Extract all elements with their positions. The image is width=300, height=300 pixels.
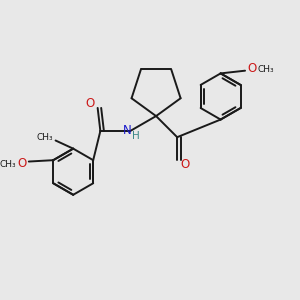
Text: CH₃: CH₃ [257,65,274,74]
Text: N: N [123,124,131,137]
Text: O: O [17,157,27,170]
Text: H: H [132,131,140,141]
Text: O: O [180,158,189,171]
Text: CH₃: CH₃ [36,133,53,142]
Text: O: O [247,62,256,75]
Text: O: O [85,97,95,110]
Text: CH₃: CH₃ [0,160,16,169]
